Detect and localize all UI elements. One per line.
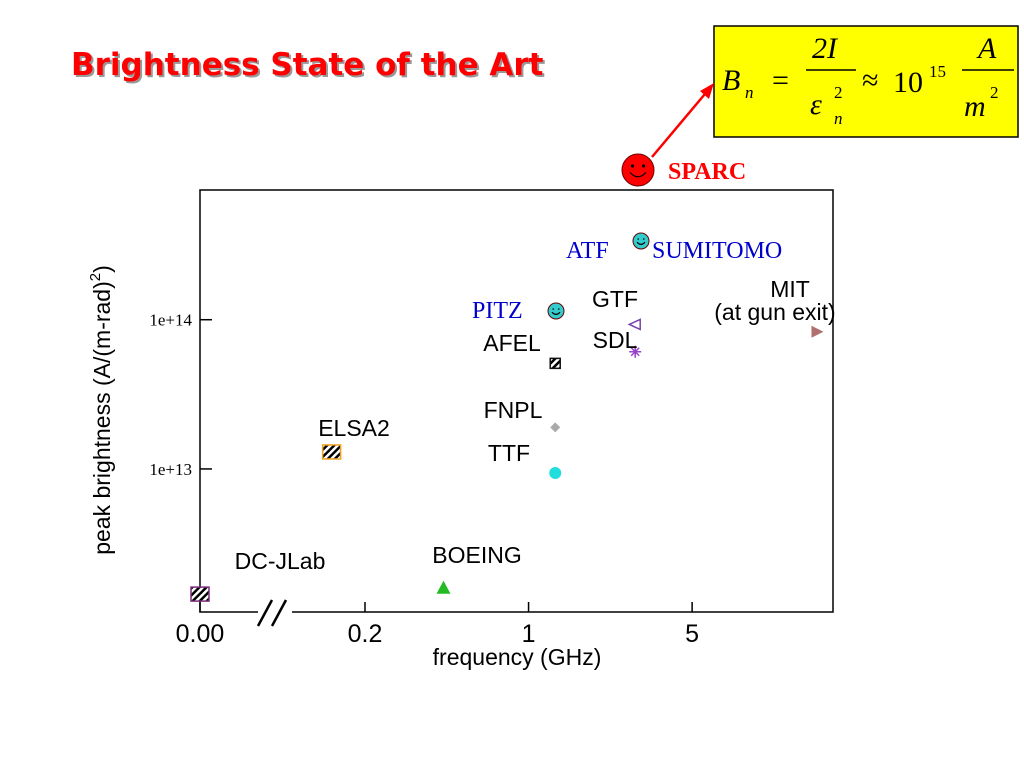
annotation: SPARC bbox=[668, 159, 746, 185]
smiley-eye bbox=[643, 238, 645, 240]
x-tick-label: 0.00 bbox=[176, 620, 225, 648]
formula-symbol: 10 bbox=[893, 66, 923, 99]
point-label: TTF bbox=[488, 440, 530, 466]
smiley-face bbox=[621, 153, 655, 187]
point-label: BOEING bbox=[432, 542, 521, 568]
y-axis-label-end: ) bbox=[89, 265, 115, 273]
marker bbox=[190, 586, 210, 602]
formula-box bbox=[713, 25, 1019, 138]
formula-symbol: B bbox=[722, 64, 740, 97]
x-axis-label: frequency (GHz) bbox=[433, 644, 602, 670]
arrow-head bbox=[700, 83, 714, 99]
formula-symbol: m bbox=[964, 90, 986, 123]
smiley-mouth bbox=[551, 311, 561, 315]
annotation: ATF bbox=[566, 238, 609, 264]
annotation: PITZ bbox=[472, 298, 523, 324]
formula-symbol: ε bbox=[810, 88, 822, 121]
point-label: FNPL bbox=[484, 397, 543, 423]
smiley-face bbox=[632, 232, 650, 250]
marker bbox=[436, 580, 451, 594]
smiley-eye bbox=[637, 238, 639, 240]
formula-symbol: 15 bbox=[929, 62, 946, 81]
formula-symbol: = bbox=[772, 64, 789, 97]
smiley-mouth bbox=[636, 241, 646, 245]
y-tick-label: 1e+13 bbox=[149, 460, 192, 479]
point-label: AFEL bbox=[483, 330, 541, 356]
arrow bbox=[651, 87, 711, 158]
smiley-eye bbox=[630, 164, 635, 168]
point-label: ELSA2 bbox=[318, 415, 390, 441]
y-axis-label-sup: 2 bbox=[87, 273, 104, 281]
x-tick-label: 0.2 bbox=[348, 620, 383, 648]
formula: B n = 2I ε 2 n ≈ 10 15 A m 2 bbox=[713, 25, 1019, 138]
formula-symbol: 2I bbox=[812, 32, 839, 65]
marker bbox=[629, 345, 642, 358]
marker bbox=[627, 318, 641, 331]
formula-symbol: n bbox=[745, 83, 754, 102]
smiley-mouth bbox=[629, 171, 647, 178]
y-axis-label-text: peak brightness (A/(m-rad) bbox=[89, 281, 115, 555]
marker bbox=[550, 422, 561, 433]
point-label: DC-JLab bbox=[235, 548, 326, 574]
slide-title: Brightness State of the Art bbox=[71, 47, 544, 83]
formula-symbol: 2 bbox=[990, 83, 999, 102]
annotation: SUMITOMO bbox=[652, 238, 782, 264]
smiley-eye bbox=[642, 164, 646, 168]
smiley-eye bbox=[552, 308, 554, 310]
smiley-face bbox=[547, 302, 565, 320]
marker bbox=[549, 466, 562, 479]
formula-symbol: ≈ bbox=[862, 64, 878, 97]
point-label: MIT bbox=[770, 276, 810, 302]
formula-symbol: A bbox=[976, 32, 997, 65]
point-note: (at gun exit) bbox=[714, 299, 835, 325]
marker bbox=[549, 357, 561, 370]
marker bbox=[811, 325, 824, 338]
axis-break bbox=[256, 599, 288, 627]
formula-symbol: 2 bbox=[834, 83, 843, 102]
formula-symbol: n bbox=[834, 109, 843, 128]
point-label: SDL bbox=[593, 327, 638, 353]
x-tick-label: 1 bbox=[522, 620, 536, 648]
point-label: GTF bbox=[592, 286, 638, 312]
marker bbox=[321, 444, 342, 460]
x-tick-label: 5 bbox=[685, 620, 699, 648]
y-tick-label: 1e+14 bbox=[149, 311, 192, 330]
plot-frame bbox=[199, 189, 834, 613]
smiley-eye bbox=[558, 308, 560, 310]
title-shadow: Brightness State of the Art bbox=[73, 49, 546, 85]
y-axis-label: peak brightness (A/(m-rad)2) bbox=[87, 265, 115, 555]
